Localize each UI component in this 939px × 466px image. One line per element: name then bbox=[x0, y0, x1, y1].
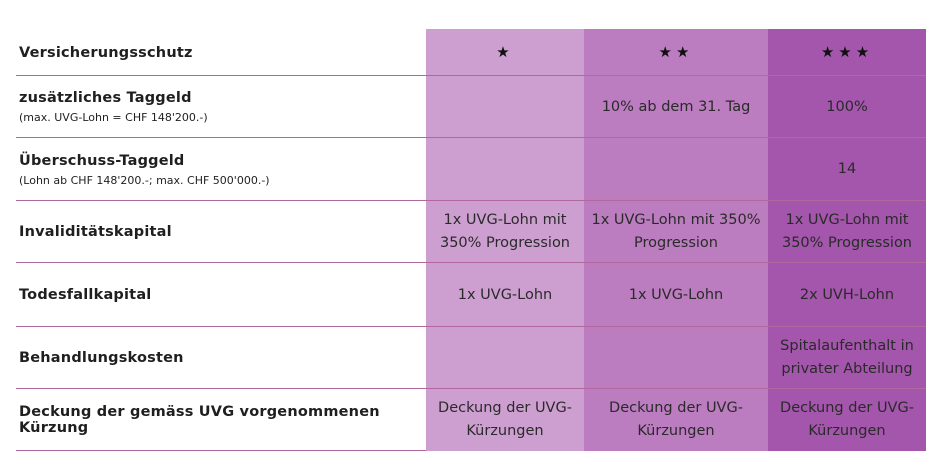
level-2-value: 1x UVG-Lohn bbox=[584, 263, 768, 327]
row-title: Überschuss-Taggeld bbox=[19, 152, 185, 169]
row-label: Behandlungskosten bbox=[16, 327, 426, 389]
level-1-value: 1x UVG-Lohn bbox=[426, 263, 584, 327]
level-2-stars: ★★ bbox=[658, 43, 694, 61]
level-2-value: Deckung der UVG-Kürzungen bbox=[584, 389, 768, 451]
row-label: Deckung der gemäss UVG vorgenommenen Kür… bbox=[16, 389, 426, 451]
level-3-header: ★★★ bbox=[768, 29, 926, 76]
level-2-value bbox=[584, 327, 768, 389]
level-3-value: Spitalaufenthalt in privater Abteilung bbox=[768, 327, 926, 389]
coverage-table: Versicherungsschutz ★ ★★ ★★★ zusätzliche… bbox=[16, 29, 926, 451]
row-label: Überschuss-Taggeld (Lohn ab CHF 148'200.… bbox=[16, 138, 426, 201]
level-1-value: Deckung der UVG-Kürzungen bbox=[426, 389, 584, 451]
level-1-value bbox=[426, 327, 584, 389]
row-label: Versicherungsschutz bbox=[16, 29, 426, 76]
header-label: Versicherungsschutz bbox=[19, 44, 193, 61]
table-row-taggeld: zusätzliches Taggeld (max. UVG-Lohn = CH… bbox=[16, 76, 926, 138]
row-title: Todesfallkapital bbox=[19, 287, 152, 303]
table-row-ueberschuss-taggeld: Überschuss-Taggeld (Lohn ab CHF 148'200.… bbox=[16, 138, 926, 201]
table-header-row: Versicherungsschutz ★ ★★ ★★★ bbox=[16, 29, 926, 76]
row-label: Invaliditätskapital bbox=[16, 201, 426, 263]
level-2-header: ★★ bbox=[584, 29, 768, 76]
table-row-invaliditaetskapital: Invaliditätskapital 1x UVG-Lohn mit 350%… bbox=[16, 201, 926, 263]
level-2-value: 1x UVG-Lohn mit 350% Progression bbox=[584, 201, 768, 263]
table-row-todesfallkapital: Todesfallkapital 1x UVG-Lohn 1x UVG-Lohn… bbox=[16, 263, 926, 327]
row-label: Todesfallkapital bbox=[16, 263, 426, 327]
row-title: Invaliditätskapital bbox=[19, 224, 172, 240]
row-subtitle: (max. UVG-Lohn = CHF 148'200.-) bbox=[19, 111, 208, 124]
level-3-value: 1x UVG-Lohn mit 350% Progression bbox=[768, 201, 926, 263]
level-2-value: 10% ab dem 31. Tag bbox=[584, 76, 768, 138]
level-3-value: 14 bbox=[768, 138, 926, 201]
row-title: Deckung der gemäss UVG vorgenommenen Kür… bbox=[19, 404, 380, 436]
row-subtitle: (Lohn ab CHF 148'200.-; max. CHF 500'000… bbox=[19, 173, 270, 187]
level-3-value: 100% bbox=[768, 76, 926, 138]
level-3-value: Deckung der UVG-Kürzungen bbox=[768, 389, 926, 451]
level-1-value: 1x UVG-Lohn mit 350% Progression bbox=[426, 201, 584, 263]
level-3-stars: ★★★ bbox=[820, 43, 874, 61]
level-1-value bbox=[426, 76, 584, 138]
row-title: Behandlungskosten bbox=[19, 350, 184, 366]
table-row-behandlungskosten: Behandlungskosten Spitalaufenthalt in pr… bbox=[16, 327, 926, 389]
table-row-kuerzung: Deckung der gemäss UVG vorgenommenen Kür… bbox=[16, 389, 926, 451]
row-label: zusätzliches Taggeld (max. UVG-Lohn = CH… bbox=[16, 76, 426, 138]
level-3-value: 2x UVH-Lohn bbox=[768, 263, 926, 327]
level-1-header: ★ bbox=[426, 29, 584, 76]
row-title: zusätzliches Taggeld bbox=[19, 90, 192, 106]
level-1-value bbox=[426, 138, 584, 201]
level-1-stars: ★ bbox=[496, 43, 514, 61]
level-2-value bbox=[584, 138, 768, 201]
